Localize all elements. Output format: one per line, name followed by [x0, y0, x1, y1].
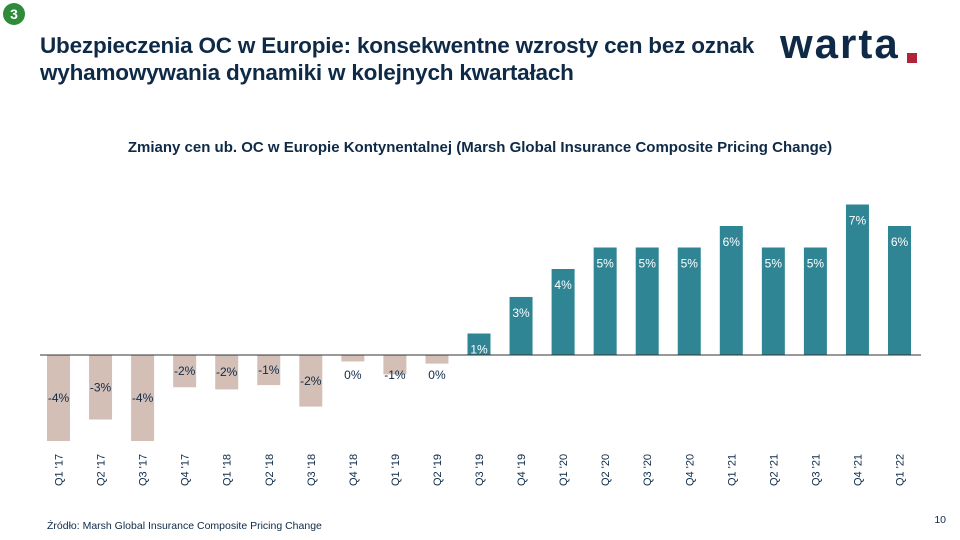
- bar-19: [845, 204, 869, 355]
- slide-number-badge: 3: [3, 3, 25, 25]
- data-label-17: 5%: [765, 257, 783, 271]
- category-label-14: Q3 '20: [642, 454, 654, 486]
- bar-10: [467, 333, 491, 355]
- data-label-6: -2%: [300, 374, 322, 388]
- category-label-1: Q2 '17: [96, 454, 108, 486]
- bar-0: [47, 355, 70, 441]
- bar-9: [425, 355, 449, 364]
- data-label-5: -1%: [258, 363, 280, 377]
- data-label-9: 0%: [428, 368, 446, 382]
- data-label-0: -4%: [48, 391, 70, 405]
- bar-17: [761, 247, 785, 355]
- bar-1: [89, 355, 113, 420]
- bar-15: [677, 247, 701, 355]
- category-label-3: Q4 '17: [180, 454, 192, 486]
- bar-2: [131, 355, 155, 441]
- data-label-14: 5%: [639, 257, 657, 271]
- data-label-11: 3%: [512, 306, 530, 320]
- bar-18: [803, 247, 827, 355]
- data-label-18: 5%: [807, 257, 825, 271]
- category-label-17: Q2 '21: [768, 454, 780, 486]
- bar-8: [383, 355, 407, 375]
- category-label-2: Q3 '17: [138, 454, 150, 486]
- bar-5: [257, 355, 281, 386]
- slide-title: Ubezpieczenia OC w Europie: konsekwentne…: [40, 33, 755, 85]
- category-label-19: Q4 '21: [852, 454, 864, 486]
- category-label-8: Q1 '19: [390, 454, 402, 486]
- page-number: 10: [934, 514, 946, 526]
- data-label-19: 7%: [849, 214, 867, 228]
- category-label-12: Q1 '20: [558, 454, 570, 486]
- data-label-10: 1%: [470, 343, 488, 357]
- bar-14: [635, 247, 659, 355]
- data-label-13: 5%: [596, 257, 614, 271]
- category-label-18: Q3 '21: [810, 454, 822, 486]
- bar-3: [173, 355, 197, 388]
- data-label-7: 0%: [344, 368, 362, 382]
- data-label-4: -2%: [216, 365, 238, 379]
- category-label-5: Q2 '18: [264, 454, 276, 486]
- data-label-16: 6%: [723, 235, 741, 249]
- logo-dot: [907, 53, 917, 63]
- bar-12: [551, 269, 575, 355]
- source-note: Źródło: Marsh Global Insurance Composite…: [47, 520, 322, 532]
- data-label-15: 5%: [681, 257, 699, 271]
- bar-20: [888, 226, 911, 355]
- data-label-1: -3%: [90, 380, 112, 394]
- category-label-20: Q1 '22: [895, 454, 907, 486]
- data-label-3: -2%: [174, 364, 196, 378]
- category-label-13: Q2 '20: [600, 454, 612, 486]
- chart-title: Zmiany cen ub. OC w Europie Kontynentaln…: [127, 139, 833, 156]
- bar-13: [593, 247, 617, 355]
- bar-7: [341, 355, 365, 362]
- bar-16: [719, 226, 743, 355]
- category-label-6: Q3 '18: [306, 454, 318, 486]
- category-label-10: Q3 '19: [474, 454, 486, 486]
- warta-logo: warta: [780, 20, 900, 67]
- category-label-4: Q1 '18: [222, 454, 234, 486]
- bar-6: [299, 355, 323, 407]
- category-label-11: Q4 '19: [516, 454, 528, 486]
- category-label-9: Q2 '19: [432, 454, 444, 486]
- category-label-7: Q4 '18: [348, 454, 360, 486]
- category-label-15: Q4 '20: [684, 454, 696, 486]
- data-label-2: -4%: [132, 391, 154, 405]
- data-label-8: -1%: [384, 368, 406, 382]
- category-label-0: Q1 '17: [54, 454, 66, 486]
- bar-11: [509, 296, 533, 355]
- category-label-16: Q1 '21: [726, 454, 738, 486]
- data-label-20: 6%: [891, 235, 909, 249]
- data-label-12: 4%: [554, 278, 572, 292]
- bar-4: [215, 355, 239, 390]
